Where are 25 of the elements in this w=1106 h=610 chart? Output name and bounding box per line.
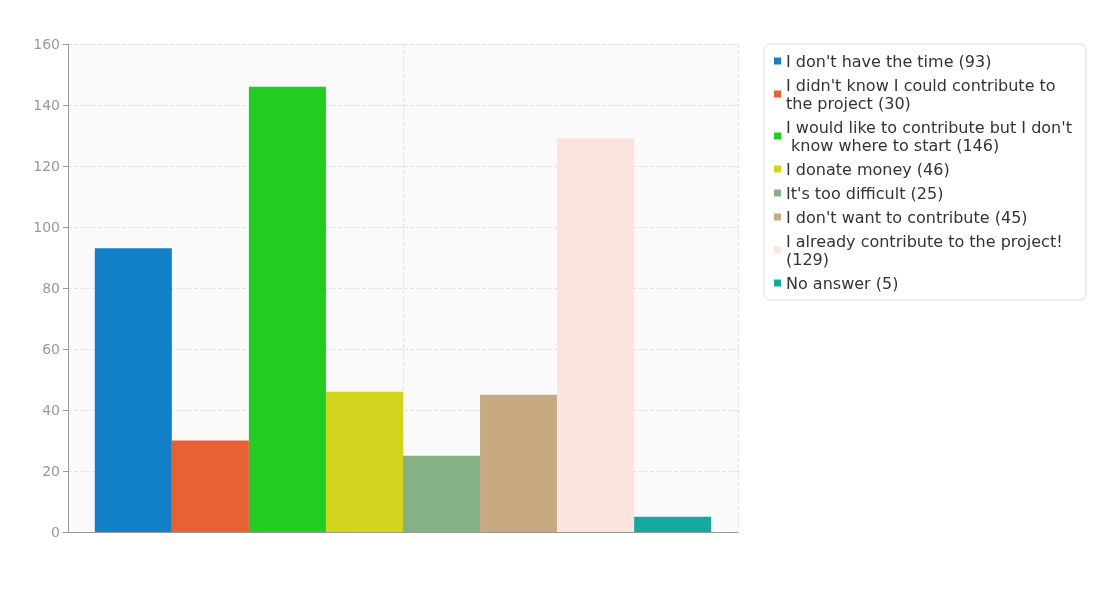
legend-label: I would like to contribute but I don't know where to start (146) bbox=[786, 117, 1072, 155]
bar bbox=[557, 138, 635, 532]
y-tick-label: 0 bbox=[51, 524, 60, 540]
y-tick-label: 120 bbox=[33, 158, 60, 174]
bar bbox=[480, 394, 558, 532]
legend-label: I didn't know I could contribute to the project (30) bbox=[786, 75, 1061, 113]
legend-label: No answer (5) bbox=[786, 273, 899, 293]
legend-label: It's too difficult (25) bbox=[786, 183, 944, 203]
y-tick-label: 60 bbox=[42, 341, 60, 357]
y-tick-label: 160 bbox=[33, 36, 60, 52]
y-tick-label: 40 bbox=[42, 402, 60, 418]
y-tick-label: 100 bbox=[33, 219, 60, 235]
legend-label: I donate money (46) bbox=[786, 159, 950, 179]
bar bbox=[94, 248, 172, 532]
y-tick-label: 20 bbox=[42, 463, 60, 479]
legend-label: I already contribute to the project! (129) bbox=[786, 231, 1068, 269]
bar bbox=[403, 455, 481, 532]
legend-label: I don't want to contribute (45) bbox=[786, 207, 1028, 227]
bar bbox=[634, 516, 712, 532]
bar bbox=[171, 440, 249, 532]
legend-label: I don't have the time (93) bbox=[786, 51, 992, 71]
bar bbox=[248, 86, 326, 532]
bar bbox=[325, 391, 403, 532]
y-tick-label: 80 bbox=[42, 280, 60, 296]
y-tick-label: 140 bbox=[33, 97, 60, 113]
